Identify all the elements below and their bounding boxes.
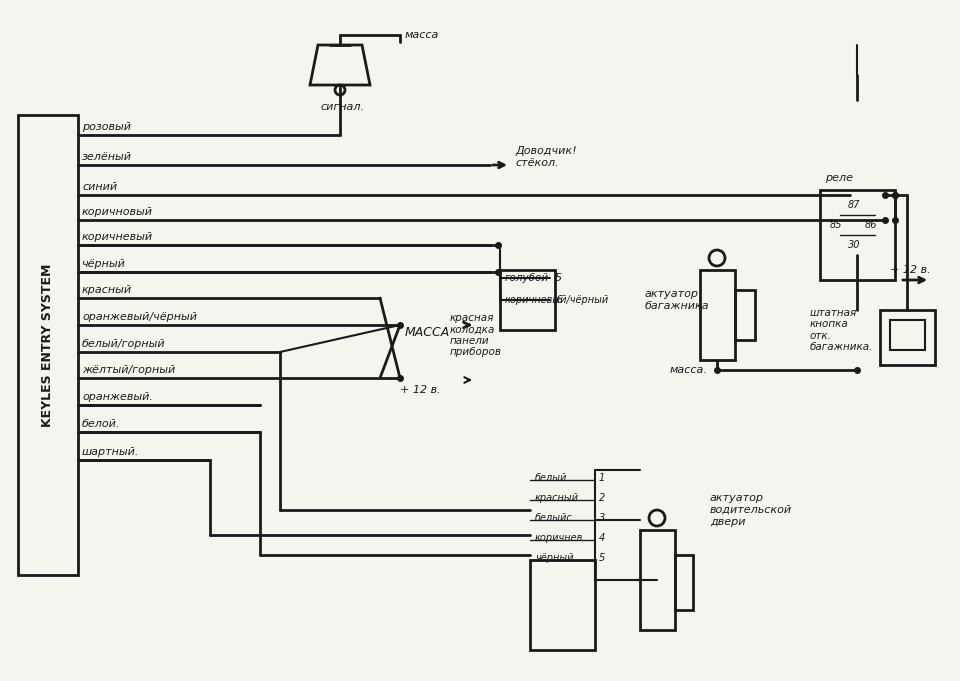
Bar — [880, 310, 935, 365]
Text: сигнал.: сигнал. — [320, 102, 364, 112]
Bar — [18, 115, 78, 575]
Text: коричнев.: коричнев. — [535, 533, 587, 543]
Text: оранжевый.: оранжевый. — [82, 392, 153, 402]
Text: 1: 1 — [599, 473, 605, 483]
Text: 6: 6 — [555, 295, 563, 305]
Text: белый: белый — [535, 473, 567, 483]
Text: 5: 5 — [555, 273, 563, 283]
Text: + 12 в.: + 12 в. — [400, 385, 441, 395]
Text: жёлтый/горный: жёлтый/горный — [82, 365, 176, 375]
Text: масса.: масса. — [670, 365, 708, 375]
Text: красная
колодка
панели
приборов: красная колодка панели приборов — [450, 313, 502, 358]
Text: 2: 2 — [599, 493, 605, 503]
Bar — [890, 320, 925, 350]
Text: 4: 4 — [599, 533, 605, 543]
Text: KEYLES ENTRY SYSTEM: KEYLES ENTRY SYSTEM — [41, 264, 55, 427]
Text: 5: 5 — [599, 553, 605, 563]
Bar — [735, 290, 755, 340]
Text: + 12 в.: + 12 в. — [890, 265, 930, 275]
Text: чёрный: чёрный — [535, 553, 573, 563]
Text: белыйс: белыйс — [535, 513, 573, 523]
Bar — [675, 555, 693, 610]
Text: МАССА: МАССА — [405, 326, 450, 338]
Text: красный: красный — [535, 493, 579, 503]
Text: 30: 30 — [848, 240, 860, 250]
Text: масса: масса — [405, 30, 440, 40]
Text: коричневый/чёрный: коричневый/чёрный — [505, 295, 610, 305]
Text: штатная
кнопка
отк.
багажника.: штатная кнопка отк. багажника. — [810, 308, 874, 352]
Bar — [700, 270, 735, 360]
Text: актуатор
багажника: актуатор багажника — [645, 289, 709, 311]
Text: реле: реле — [825, 173, 853, 183]
Text: 3: 3 — [599, 513, 605, 523]
Text: коричневый: коричневый — [82, 232, 154, 242]
Bar — [640, 530, 675, 630]
Text: зелёный: зелёный — [82, 152, 132, 162]
Text: белый/горный: белый/горный — [82, 339, 166, 349]
Text: 87: 87 — [848, 200, 860, 210]
Text: белой.: белой. — [82, 419, 120, 429]
Text: коричновый: коричновый — [82, 207, 153, 217]
Text: синий: синий — [82, 182, 117, 192]
Bar — [530, 560, 595, 650]
Bar — [820, 190, 895, 280]
Text: чёрный: чёрный — [82, 259, 126, 269]
Text: розовый: розовый — [82, 122, 131, 132]
Bar — [500, 270, 555, 330]
Text: Доводчик!
стёкол.: Доводчик! стёкол. — [515, 146, 577, 168]
Text: красный: красный — [82, 285, 132, 295]
Text: 85: 85 — [830, 220, 843, 230]
Text: актуатор
водительской
двери: актуатор водительской двери — [710, 494, 792, 526]
Text: оранжевый/чёрный: оранжевый/чёрный — [82, 312, 197, 322]
Text: шартный.: шартный. — [82, 447, 139, 457]
Text: 86: 86 — [865, 220, 877, 230]
Text: голубой: голубой — [505, 273, 549, 283]
